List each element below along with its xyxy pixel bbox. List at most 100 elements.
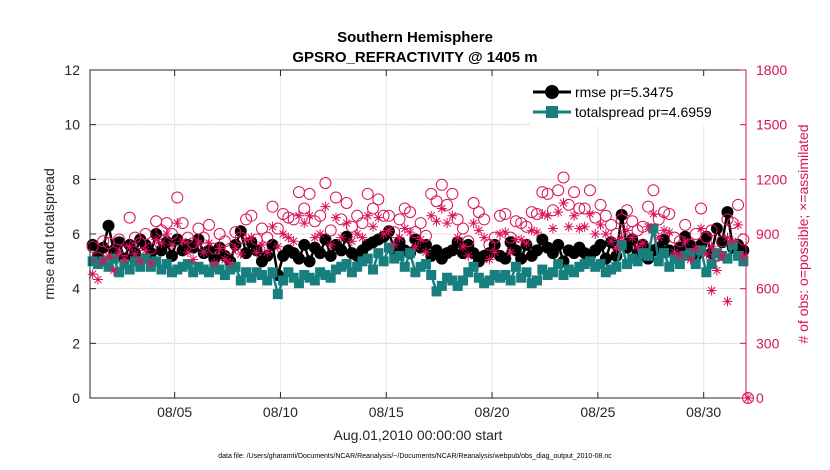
totalspread-point	[590, 261, 601, 272]
totalspread-point	[172, 264, 183, 275]
assimilated-obs-point	[188, 254, 199, 265]
assimilated-obs-point	[611, 243, 622, 254]
assimilated-obs-point	[198, 247, 209, 258]
assimilated-obs-point	[674, 250, 685, 261]
totalspread-point	[341, 259, 352, 270]
totalspread-point	[643, 250, 654, 261]
assimilated-obs-point	[532, 227, 543, 238]
possible-obs-point	[123, 211, 136, 224]
possible-obs-point	[695, 202, 708, 215]
assimilated-obs-point	[701, 249, 712, 260]
assimilated-obs-point-shape	[92, 274, 103, 285]
rmse-point	[531, 244, 544, 257]
totalspread-point	[293, 278, 304, 289]
totalspread-point	[309, 275, 320, 286]
assimilated-obs-point	[182, 247, 193, 258]
assimilated-obs-point	[436, 203, 447, 214]
footnote: data file: /Users/gharamti/Documents/NCA…	[218, 453, 612, 460]
assimilated-obs-point	[537, 208, 548, 219]
x-axis-label: Aug.01,2010 00:00:00 start	[334, 427, 503, 443]
possible-obs-point	[314, 209, 327, 222]
legend-marker-totalspread	[546, 106, 558, 118]
y-axis-right: 0 300 600 900 1200 1500 1800	[740, 62, 787, 406]
possible-obs-point	[139, 228, 152, 240]
totalspread-point	[547, 267, 558, 278]
assimilated-obs-point-shape	[177, 236, 188, 247]
assimilated-obs-point-shape	[325, 239, 336, 250]
totalspread-point	[288, 272, 299, 283]
totalspread-point	[463, 267, 474, 278]
assimilated-obs-point-shape	[447, 210, 458, 221]
totalspread-point	[156, 264, 167, 275]
outlier-obs-point-shape	[706, 285, 717, 296]
totalspread-point	[484, 275, 495, 286]
assimilated-obs-point-shape	[442, 218, 453, 229]
assimilated-obs-point-shape	[135, 256, 146, 267]
legend: rmse pr=5.3475 totalspread pr=4.6959	[530, 76, 740, 126]
assimilated-obs-point-shape	[542, 210, 553, 221]
y-tick-label-right: 300	[756, 335, 780, 351]
rmse-point	[716, 236, 729, 249]
assimilated-obs-point	[315, 229, 326, 239]
assimilated-obs-point-shape	[436, 203, 447, 214]
totalspread-point	[468, 261, 479, 272]
totalspread-point	[669, 253, 680, 264]
totalspread-point	[473, 272, 484, 283]
y-tick-label-right: 1800	[756, 62, 787, 78]
assimilated-obs-point-shape	[701, 249, 712, 260]
totalspread-point	[405, 248, 416, 259]
rmse-point	[303, 255, 316, 268]
assimilated-obs-point	[669, 247, 680, 258]
totalspread-point	[489, 270, 500, 280]
y-tick-label-left: 0	[72, 390, 80, 406]
possible-obs-point	[552, 184, 565, 197]
series-layer	[86, 171, 754, 404]
y-tick-label-right: 1500	[756, 117, 787, 133]
assimilated-obs-point-shape	[563, 221, 574, 232]
assimilated-obs-point	[426, 210, 437, 221]
possible-obs-point	[404, 206, 417, 219]
possible-obs-point	[255, 222, 268, 235]
assimilated-obs-point-shape	[616, 232, 627, 243]
assimilated-obs-point-shape	[706, 241, 717, 252]
legend-label-totalspread: totalspread pr=4.6959	[575, 104, 712, 120]
assimilated-obs-point-shape	[219, 254, 230, 265]
totalspread-point	[701, 267, 712, 278]
assimilated-obs-point	[299, 218, 310, 229]
possible-obs-point	[494, 209, 506, 222]
possible-obs-point	[414, 217, 427, 230]
totalspread-point	[129, 256, 140, 267]
totalspread-point	[648, 223, 659, 234]
assimilated-obs-point-shape	[627, 232, 638, 243]
assimilated-obs-point	[283, 232, 294, 243]
possible-obs-point	[705, 224, 718, 237]
totalspread-point	[188, 267, 199, 278]
possible-obs-point	[367, 202, 380, 215]
assimilated-obs-point-shape	[648, 208, 659, 219]
possible-obs-point	[134, 237, 147, 250]
assimilated-obs-point	[172, 218, 183, 229]
totalspread-point	[563, 264, 574, 275]
assimilated-obs-point	[484, 254, 495, 265]
assimilated-obs-point	[368, 221, 379, 232]
legend-label-rmse: rmse pr=5.3475	[575, 84, 674, 100]
possible-obs-point	[393, 213, 406, 226]
possible-obs-point	[372, 193, 385, 206]
assimilated-obs-point	[352, 229, 363, 239]
totalspread-point	[256, 270, 267, 280]
totalspread-point	[595, 259, 606, 270]
assimilated-obs-point-shape	[103, 250, 114, 261]
totalspread-point	[373, 248, 384, 259]
totalspread-point	[103, 261, 114, 272]
assimilated-obs-point-shape	[574, 223, 585, 234]
rmse-point	[324, 249, 337, 262]
assimilated-obs-point	[225, 258, 236, 269]
totalspread-point	[696, 245, 707, 256]
totalspread-point	[685, 248, 696, 259]
possible-obs-point	[203, 218, 216, 231]
totalspread-point	[664, 261, 675, 272]
rmse-point	[266, 238, 279, 251]
assimilated-obs-point-shape	[156, 238, 167, 249]
possible-obs-point	[356, 217, 369, 230]
assimilated-obs-point-shape	[696, 223, 707, 234]
